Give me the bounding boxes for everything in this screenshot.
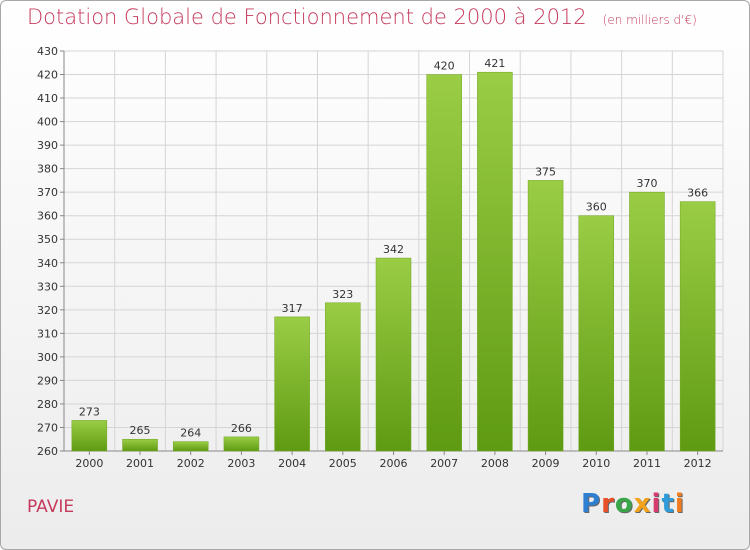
y-tick-label: 370	[37, 186, 58, 199]
bar-value-label: 265	[130, 424, 151, 437]
bar-value-label: 420	[434, 60, 455, 73]
y-tick-label: 280	[37, 398, 58, 411]
bar-value-label: 370	[636, 177, 657, 190]
bar	[578, 215, 615, 452]
logo-letter: t	[661, 489, 675, 519]
bar	[274, 316, 310, 452]
y-tick-label: 310	[37, 327, 58, 340]
commune-name: PAVIE	[27, 497, 75, 517]
y-tick-label: 340	[37, 257, 58, 270]
x-tick-label: 2000	[75, 457, 103, 470]
y-tick-label: 410	[37, 92, 58, 105]
bar-value-label: 266	[231, 422, 252, 435]
chart-unit: (en milliers d'€)	[602, 13, 697, 27]
proxiti-logo: Proxiti	[581, 489, 685, 519]
logo-letter: x	[633, 489, 652, 519]
bar-value-label: 375	[535, 165, 556, 178]
y-tick-label: 270	[37, 421, 58, 434]
bar	[172, 441, 209, 452]
x-tick-label: 2002	[177, 457, 205, 470]
bar-value-label: 273	[79, 405, 100, 418]
bar-value-label: 366	[687, 187, 708, 200]
logo-letter: o	[614, 489, 634, 519]
bar-value-label: 421	[484, 57, 505, 70]
y-tick-label: 290	[37, 374, 58, 387]
x-tick-label: 2010	[582, 457, 610, 470]
bar-value-label: 264	[180, 427, 201, 440]
bar	[122, 438, 158, 452]
logo-letter: r	[601, 489, 615, 519]
chart-title: Dotation Globale de Fonctionnement de 20…	[27, 5, 697, 29]
y-tick-label: 430	[37, 45, 58, 58]
x-tick-label: 2006	[380, 457, 408, 470]
bar	[477, 71, 513, 452]
y-tick-label: 320	[37, 304, 58, 317]
x-tick-label: 2008	[481, 457, 509, 470]
x-tick-label: 2003	[227, 457, 255, 470]
bar	[527, 180, 564, 452]
y-tick-label: 400	[37, 116, 58, 129]
bar-value-label: 342	[383, 243, 404, 256]
bar	[325, 302, 361, 452]
y-tick-label: 350	[37, 233, 58, 246]
x-tick-label: 2009	[532, 457, 560, 470]
bar	[629, 191, 665, 452]
bar-value-label: 323	[332, 288, 353, 301]
y-tick-label: 420	[37, 69, 58, 82]
bar	[679, 201, 716, 452]
y-tick-label: 260	[37, 445, 58, 458]
bar	[426, 74, 462, 452]
y-tick-label: 390	[37, 139, 58, 152]
logo-letter: i	[674, 489, 685, 519]
bar	[375, 257, 412, 452]
y-tick-label: 330	[37, 280, 58, 293]
bar-value-label: 317	[282, 302, 303, 315]
y-tick-label: 380	[37, 163, 58, 176]
x-tick-label: 2011	[633, 457, 661, 470]
chart-title-text: Dotation Globale de Fonctionnement de 20…	[27, 5, 587, 29]
y-tick-label: 300	[37, 351, 58, 364]
bar	[71, 420, 108, 452]
x-tick-label: 2007	[430, 457, 458, 470]
bar	[223, 436, 260, 452]
y-tick-label: 360	[37, 210, 58, 223]
logo-letter: P	[581, 489, 602, 519]
x-tick-label: 2004	[278, 457, 306, 470]
x-tick-label: 2001	[126, 457, 154, 470]
x-tick-label: 2012	[684, 457, 712, 470]
logo-letter: i	[651, 489, 662, 519]
bar-value-label: 360	[586, 201, 607, 214]
x-tick-label: 2005	[329, 457, 357, 470]
